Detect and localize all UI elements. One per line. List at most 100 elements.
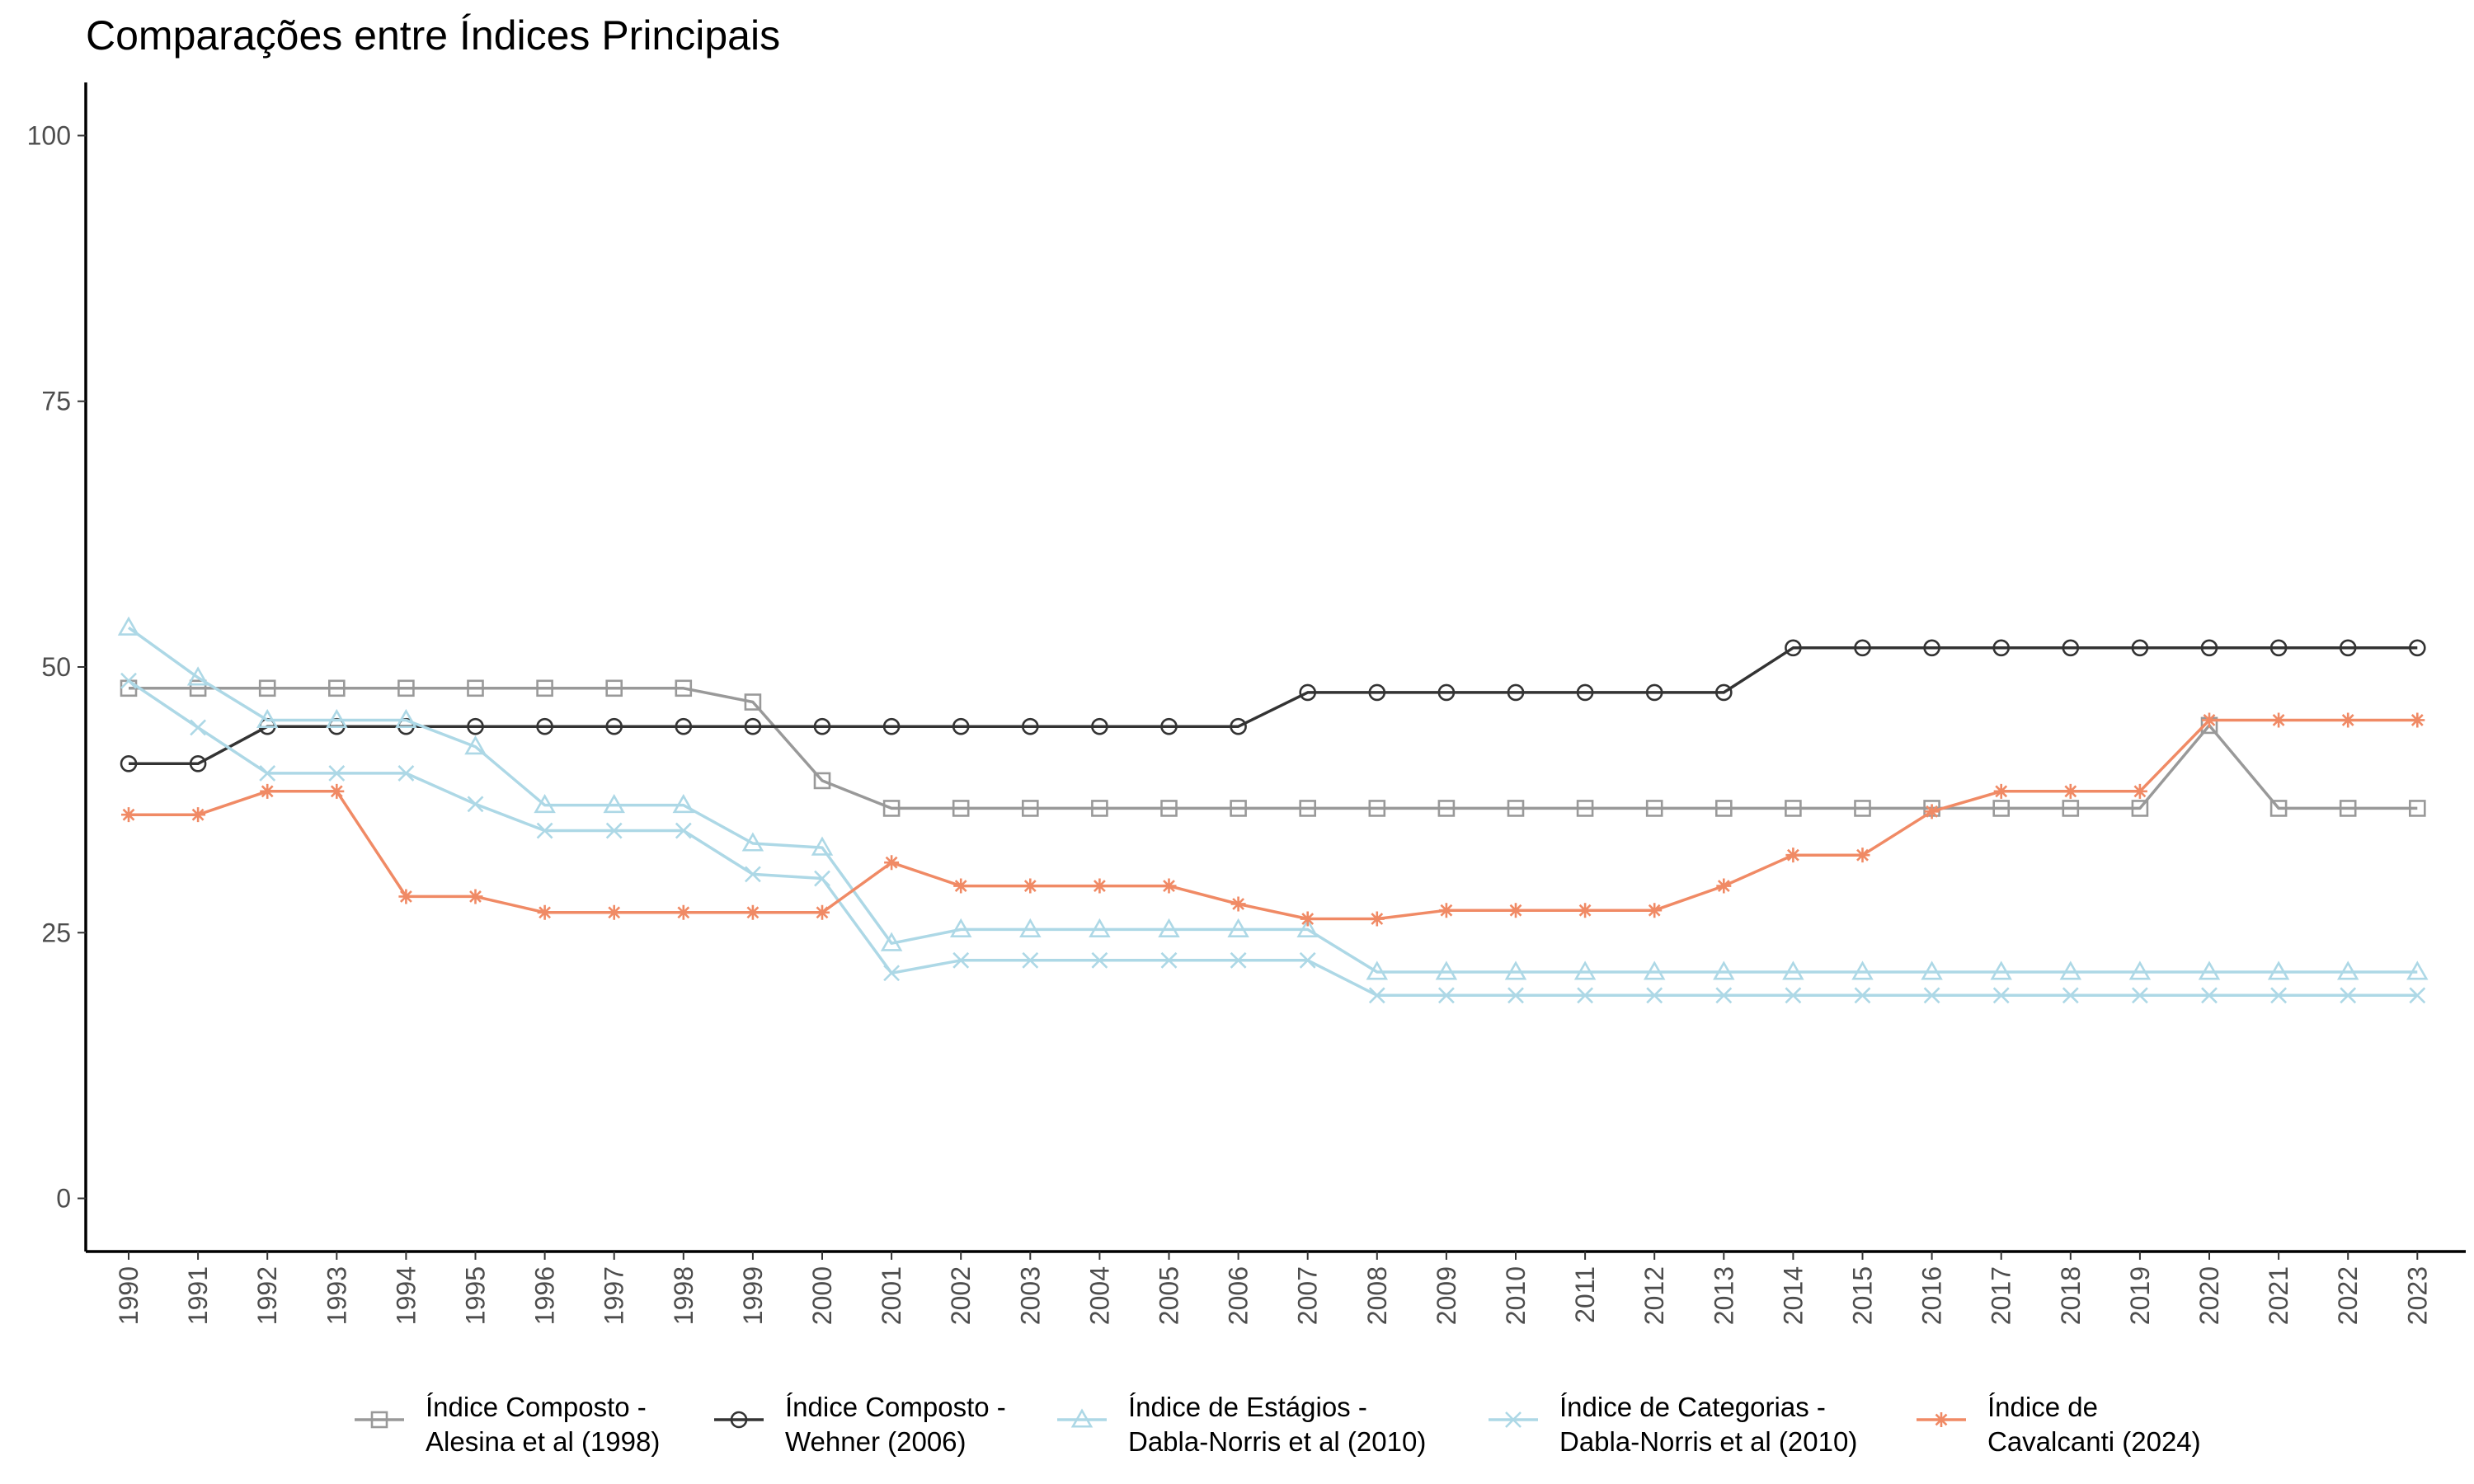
data-point <box>1504 960 1527 980</box>
data-point <box>464 735 487 755</box>
x-tick-label: 2006 <box>1224 1266 1253 1325</box>
data-point <box>1366 960 1389 980</box>
data-point <box>1782 960 1804 980</box>
data-point <box>189 755 207 773</box>
data-point <box>1785 639 1802 657</box>
data-point <box>2267 960 2290 980</box>
data-point <box>1092 878 1108 894</box>
data-point <box>1990 960 2012 980</box>
data-point <box>1573 960 1597 980</box>
data-point <box>1023 878 1038 894</box>
data-point <box>259 764 276 782</box>
x-tick-label: 1995 <box>461 1266 491 1325</box>
axes: 0 25 50 75 100 1990 1991 1992 1993 1994 1995 1996 19… <box>27 82 2466 1325</box>
x-tick-label: 2011 <box>1570 1266 1600 1323</box>
data-point <box>395 708 417 729</box>
data-point <box>1022 951 1039 969</box>
data-point <box>329 783 345 799</box>
x-tick-label: 2017 <box>1987 1266 2016 1325</box>
legend-key-marker <box>1934 1412 1949 1427</box>
data-point <box>2200 639 2218 657</box>
data-point <box>1577 987 1594 1004</box>
data-point <box>815 904 830 920</box>
y-tick-label: 50 <box>41 652 71 682</box>
data-point <box>1160 951 1178 969</box>
data-point <box>2201 987 2218 1004</box>
x-tick-label: 1996 <box>530 1266 560 1325</box>
data-point <box>952 951 970 969</box>
data-point <box>953 878 969 894</box>
data-point <box>2062 800 2080 817</box>
data-point <box>1921 960 1943 980</box>
series-line <box>129 718 2418 921</box>
data-point <box>1715 987 1733 1004</box>
data-point <box>467 679 484 697</box>
data-point <box>1508 903 1523 918</box>
x-tick-label: 2009 <box>1432 1266 1461 1325</box>
series-line <box>128 679 2418 998</box>
data-point <box>1992 639 2010 657</box>
legend-label: Índice de Estágios - <box>1128 1392 1367 1422</box>
data-point <box>1022 717 1039 735</box>
data-point <box>1576 683 1594 702</box>
data-point <box>1369 911 1385 927</box>
data-point <box>1299 683 1316 702</box>
data-point <box>1715 683 1733 702</box>
data-point <box>260 783 275 799</box>
data-point <box>952 717 970 735</box>
data-point <box>1992 987 2010 1004</box>
data-point <box>741 832 764 852</box>
data-point <box>534 793 556 814</box>
legend-key-marker <box>370 1411 388 1429</box>
data-point <box>1230 896 1246 912</box>
data-point <box>2410 712 2425 728</box>
legend-label: Índice de Categorias - <box>1559 1392 1826 1422</box>
data-point <box>1715 800 1733 817</box>
data-point <box>1230 951 1247 969</box>
legend-item: Índice Composto - Alesina et al (1998) <box>355 1392 660 1457</box>
data-point <box>1230 800 1247 817</box>
x-tick-label: 2008 <box>1362 1266 1392 1325</box>
data-point <box>814 870 830 887</box>
legend-label: Índice Composto - <box>785 1392 1006 1422</box>
data-point <box>1647 903 1663 918</box>
data-point <box>2062 987 2079 1004</box>
x-tick-label: 2014 <box>1778 1266 1808 1325</box>
data-point <box>1299 800 1316 817</box>
legend-key-marker <box>1070 1408 1094 1428</box>
data-point <box>2269 800 2288 817</box>
data-point <box>1299 951 1316 969</box>
y-tick-label: 0 <box>56 1184 71 1214</box>
x-tick-label: 2016 <box>1917 1266 1947 1325</box>
data-point <box>189 679 207 697</box>
x-tick-label: 2022 <box>2333 1266 2363 1325</box>
series-line <box>127 626 2418 974</box>
data-point <box>258 679 276 697</box>
data-point <box>1854 800 1871 817</box>
data-point <box>1713 960 1735 980</box>
data-point <box>2406 960 2429 980</box>
data-point <box>467 796 484 813</box>
data-point <box>745 904 760 920</box>
data-point <box>603 793 625 814</box>
data-point <box>1091 800 1108 817</box>
data-point <box>675 904 691 920</box>
x-tick-label: 1990 <box>114 1266 143 1325</box>
x-tick-label: 2000 <box>807 1266 837 1325</box>
y-tick-label: 100 <box>27 120 71 150</box>
data-point <box>2062 783 2078 799</box>
data-point <box>536 822 553 839</box>
data-point <box>952 800 970 817</box>
data-point <box>675 679 693 697</box>
data-point <box>744 866 761 883</box>
x-tick-label: 1994 <box>391 1266 421 1325</box>
legend-item: Índice de Categorias - Dabla-Norris et al… <box>1489 1392 1857 1457</box>
series-2 <box>120 639 2426 773</box>
data-point <box>1854 639 1871 657</box>
x-tick-label: 2010 <box>1501 1266 1531 1325</box>
data-point <box>326 708 348 729</box>
data-point <box>467 717 484 735</box>
x-tick-label: 2012 <box>1639 1266 1669 1325</box>
data-point <box>675 822 692 839</box>
legend-label: Dabla-Norris et al (2010) <box>1559 1426 1857 1457</box>
